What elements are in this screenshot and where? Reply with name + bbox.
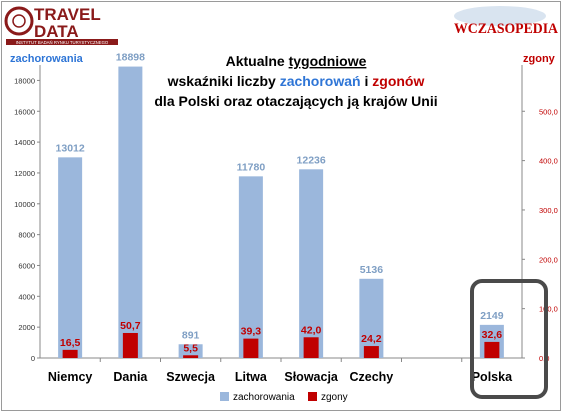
logo-ring-icon	[4, 6, 34, 36]
title-line-1: Aktualne tygodniowe	[226, 53, 367, 69]
bar-cases-Niemcy	[58, 157, 83, 358]
y-tick-label: 0	[31, 354, 35, 363]
y-tick-label: 12000	[14, 169, 35, 178]
y-tick-label: 6000	[18, 261, 35, 270]
y-tick-label: 14000	[14, 138, 35, 147]
y2-tick-label: 400,0	[539, 157, 558, 166]
logo-right-text: WCZASOPEDIA	[454, 21, 558, 37]
world-map-icon	[454, 6, 546, 26]
bar-deaths-Słowacja	[303, 337, 319, 358]
data-label-cases-Litwa: 11780	[237, 161, 266, 173]
y2-tick-label: 500,0	[539, 107, 558, 116]
data-label-cases-Szwecja: 891	[182, 329, 200, 341]
x-category-label-Polska: Polska	[472, 370, 513, 384]
data-label-cases-Słowacja: 12236	[297, 154, 326, 166]
x-category-label-Szwecja: Szwecja	[166, 370, 216, 384]
y-axis-label: zachorowania	[10, 53, 84, 65]
bar-deaths-Polska	[484, 341, 500, 358]
bar-cases-Dania	[118, 66, 143, 359]
x-category-label-Niemcy: Niemcy	[48, 370, 93, 384]
data-label-deaths-Niemcy: 16,5	[60, 337, 81, 349]
bar-cases-Czechy	[359, 278, 384, 358]
data-label-deaths-Czechy: 24,2	[361, 333, 382, 345]
y-tick-label: 8000	[18, 231, 35, 240]
wczasopedia-logo: WCZASOPEDIA	[454, 6, 558, 37]
x-category-label-Czechy: Czechy	[349, 370, 393, 384]
title-line-2: wskaźniki liczby zachorowań i zgonów	[167, 73, 425, 89]
legend: zachorowania zgony	[220, 392, 348, 403]
logo-tagline: INSTYTUT BADAŃ RYNKU TURYSTYCZNEGO	[16, 40, 109, 45]
x-category-label-Słowacja: Słowacja	[284, 370, 339, 384]
data-label-deaths-Szwecja: 5,5	[183, 342, 198, 354]
data-label-cases-Czechy: 5136	[360, 264, 384, 276]
bar-deaths-Niemcy	[62, 349, 78, 358]
bar-cases-Słowacja	[299, 169, 324, 358]
polska-highlight-box	[470, 279, 548, 399]
bar-deaths-Czechy	[363, 346, 379, 358]
y-tick-label: 18000	[14, 76, 35, 85]
bar-cases-Szwecja	[178, 344, 203, 358]
logo-line-1: TRAVEL	[34, 5, 101, 24]
data-label-deaths-Dania: 50,7	[120, 320, 141, 332]
data-label-deaths-Litwa: 39,3	[241, 326, 262, 338]
legend-label-cases: zachorowania	[233, 392, 295, 403]
title-line-3: dla Polski oraz otaczających ją krajów U…	[154, 93, 437, 109]
bar-cases-Litwa	[238, 176, 263, 358]
plot-area: 0 2000 4000 6000 8000 10000 12000 14000 16000 180…	[14, 52, 558, 384]
x-category-label-Dania: Dania	[113, 370, 148, 384]
y2-tick-label: 100,0	[539, 305, 558, 314]
y-tick-label: 10000	[14, 200, 35, 209]
x-category-label-Litwa: Litwa	[235, 370, 268, 384]
data-label-deaths-Słowacja: 42,0	[301, 324, 322, 336]
legend-swatch-deaths	[308, 392, 317, 401]
legend-label-deaths: zgony	[321, 392, 348, 403]
bar-deaths-Szwecja	[183, 355, 199, 358]
legend-swatch-cases	[220, 392, 229, 401]
y-tick-label: 4000	[18, 292, 35, 301]
logo-tagline-bar	[6, 39, 118, 45]
data-label-deaths-Polska: 32,6	[482, 329, 503, 341]
y2-tick-label: 200,0	[539, 255, 558, 264]
data-label-cases-Polska: 2149	[480, 310, 504, 322]
bar-deaths-Litwa	[243, 338, 259, 358]
travel-data-logo: TRAVEL DATA INSTYTUT BADAŃ RYNKU TURYSTY…	[4, 5, 118, 45]
y2-axis-label: zgony	[523, 53, 556, 65]
y-tick-label: 2000	[18, 323, 35, 332]
y-tick-label: 16000	[14, 107, 35, 116]
bar-deaths-Dania	[122, 332, 138, 358]
logo-globe-icon	[12, 14, 26, 28]
y2-tick-label: 300,0	[539, 206, 558, 215]
logo-line-2: DATA	[34, 22, 79, 41]
data-label-cases-Dania: 18898	[116, 52, 145, 64]
data-label-cases-Niemcy: 13012	[56, 142, 85, 154]
